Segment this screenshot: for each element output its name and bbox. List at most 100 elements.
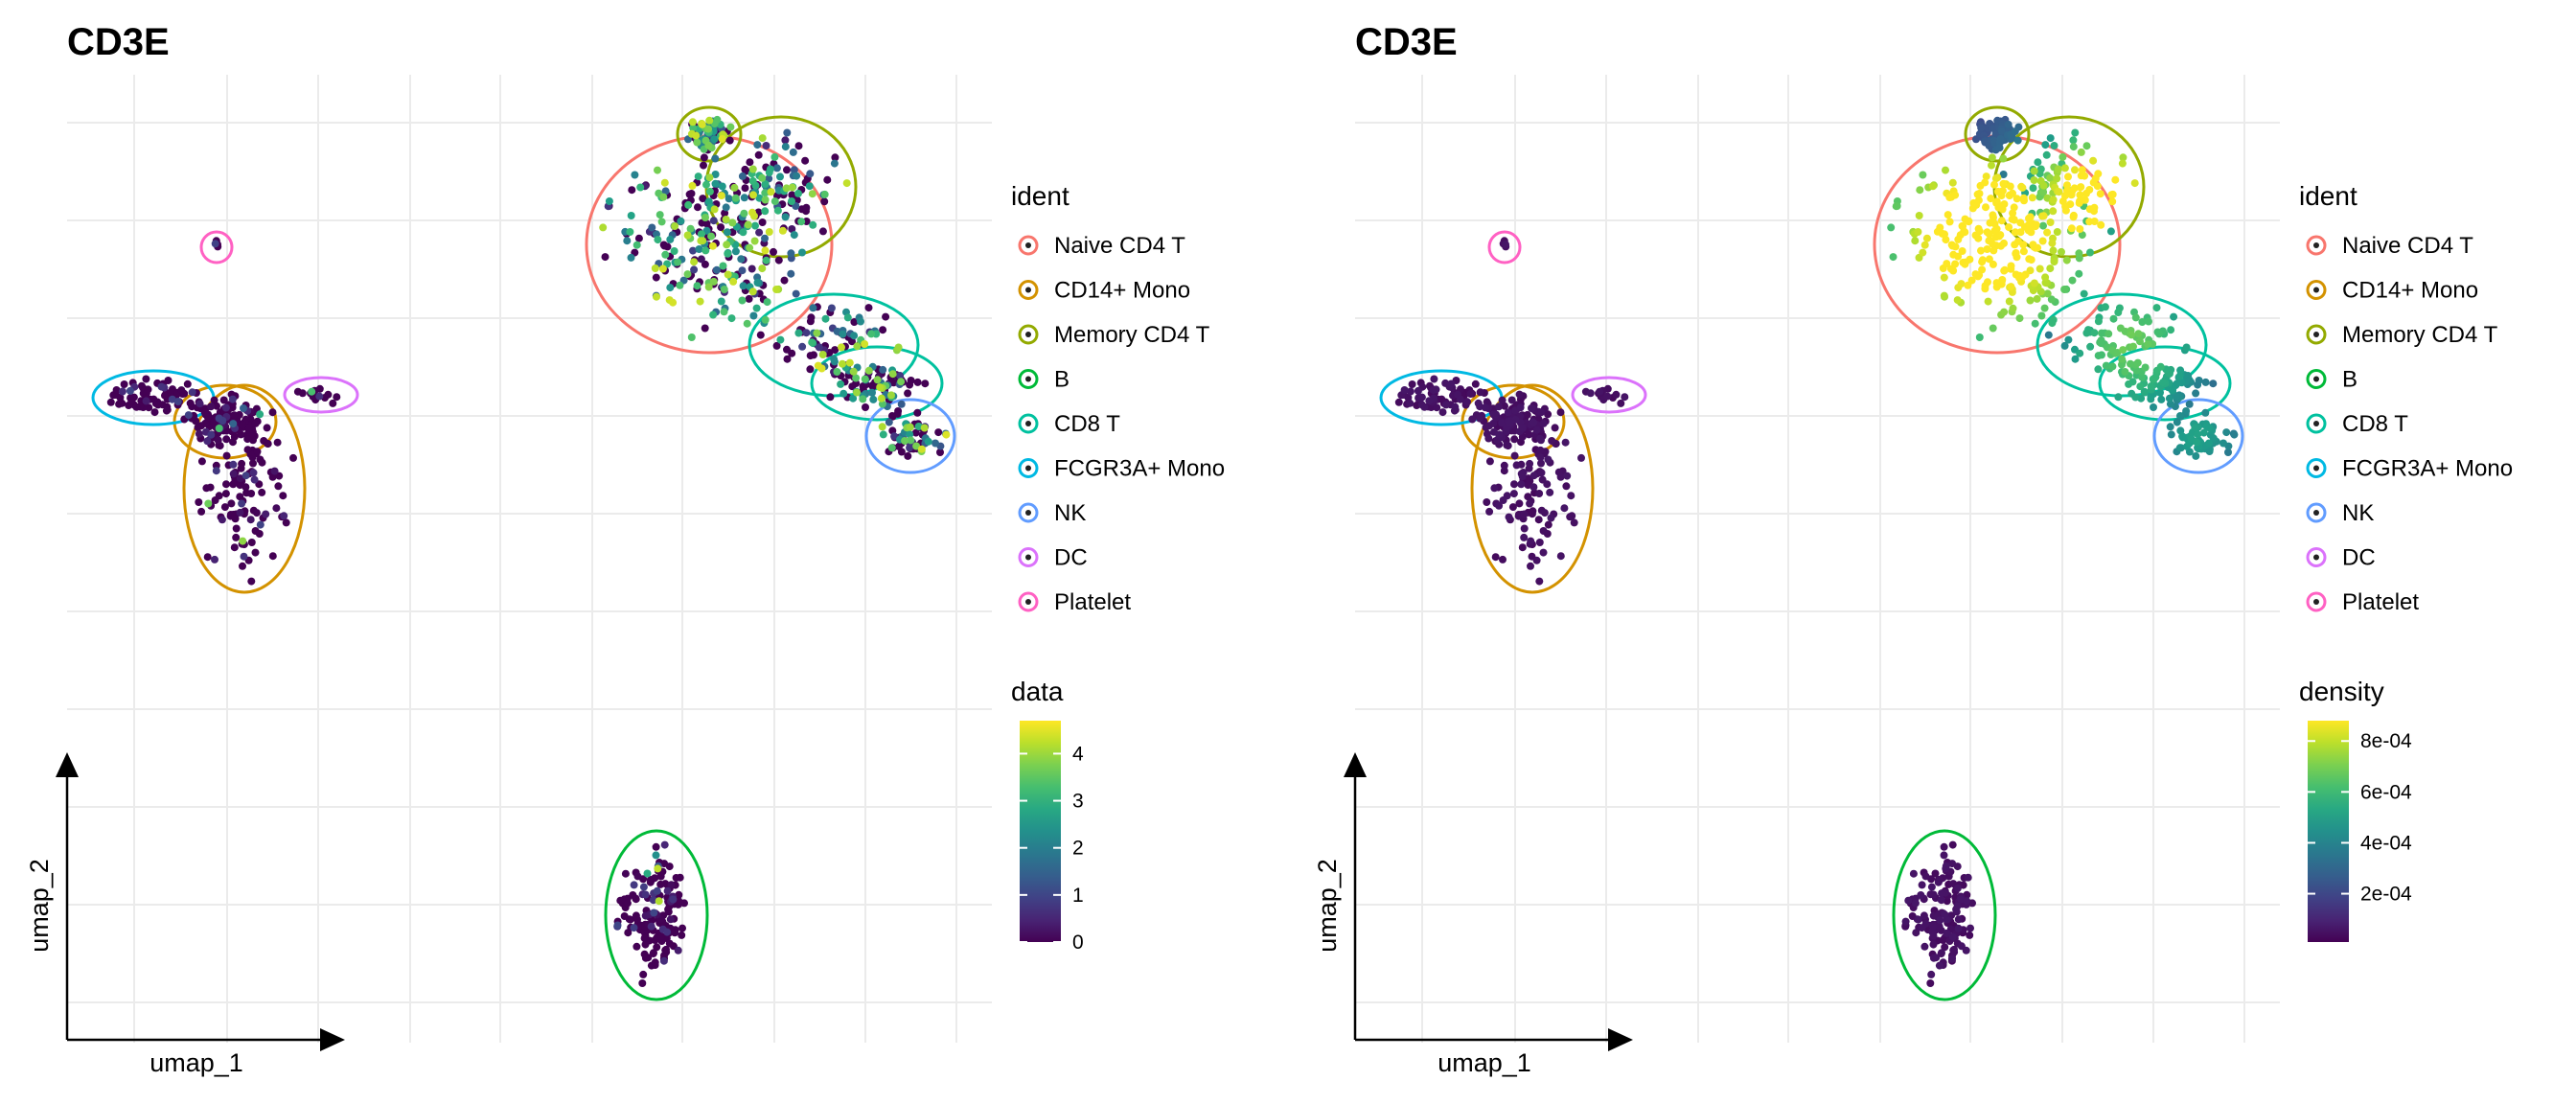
- point: [678, 931, 686, 939]
- point: [1527, 537, 1535, 545]
- point: [2075, 269, 2083, 278]
- point: [731, 247, 740, 256]
- legend-label: Memory CD4 T: [1054, 322, 1210, 348]
- point: [798, 342, 807, 351]
- point: [772, 341, 781, 350]
- point: [907, 436, 915, 445]
- point: [2119, 153, 2128, 162]
- point: [1997, 192, 2006, 200]
- point: [2182, 407, 2191, 415]
- legend-item: NK: [1018, 500, 1086, 526]
- point: [717, 192, 725, 200]
- point: [1940, 291, 1948, 300]
- point: [753, 141, 762, 150]
- point: [878, 400, 886, 408]
- point: [1526, 459, 1534, 468]
- point: [163, 405, 172, 414]
- point: [864, 366, 873, 375]
- point: [2140, 387, 2149, 396]
- point: [639, 883, 648, 891]
- legend-label: CD8 T: [2342, 411, 2408, 437]
- point: [793, 172, 801, 180]
- point: [1556, 408, 1565, 417]
- point: [273, 438, 282, 447]
- point: [250, 475, 259, 484]
- legend-item: FCGR3A+ Mono: [2306, 456, 2513, 482]
- point: [2071, 128, 2080, 137]
- point: [1937, 896, 1945, 905]
- point: [1394, 398, 1403, 406]
- point: [2012, 249, 2020, 257]
- point: [772, 164, 781, 172]
- point: [2064, 172, 2072, 181]
- point: [808, 338, 816, 347]
- point: [214, 436, 222, 445]
- outline-cd14: [182, 383, 307, 594]
- point: [229, 470, 238, 478]
- point: [667, 881, 676, 889]
- point: [315, 384, 324, 393]
- point: [623, 899, 632, 908]
- point: [721, 209, 729, 218]
- point: [2166, 423, 2174, 431]
- point: [674, 946, 682, 954]
- point: [2127, 359, 2134, 368]
- point: [2147, 395, 2155, 403]
- point: [1432, 385, 1440, 394]
- point: [1476, 414, 1484, 423]
- point: [1929, 922, 1937, 931]
- point: [1485, 507, 1494, 516]
- point: [1948, 860, 1957, 868]
- point: [731, 194, 740, 202]
- point: [142, 375, 150, 383]
- point: [850, 318, 859, 326]
- point: [1518, 543, 1527, 552]
- point: [739, 282, 748, 290]
- point: [229, 480, 238, 489]
- point: [2082, 329, 2091, 337]
- point: [2067, 224, 2076, 233]
- outline-cd8: [2098, 345, 2232, 422]
- point: [1911, 237, 1920, 245]
- point: [222, 435, 231, 444]
- point: [2118, 360, 2126, 369]
- point: [2076, 225, 2084, 233]
- point: [227, 499, 236, 508]
- point: [2081, 172, 2089, 180]
- point: [2209, 380, 2218, 388]
- point: [864, 304, 873, 312]
- point: [2048, 319, 2057, 328]
- point: [1530, 483, 1538, 492]
- point: [1941, 943, 1949, 952]
- point: [2147, 382, 2155, 390]
- point: [1990, 246, 1998, 255]
- point: [247, 539, 256, 546]
- point: [1973, 190, 1982, 198]
- point: [814, 361, 822, 370]
- point: [2097, 339, 2105, 348]
- point: [2016, 228, 2025, 237]
- point: [1433, 403, 1441, 412]
- point: [788, 183, 796, 192]
- point: [877, 394, 886, 402]
- point: [1537, 408, 1546, 417]
- point: [1929, 932, 1938, 940]
- point: [1983, 245, 1991, 253]
- point: [270, 467, 279, 475]
- point: [1535, 539, 1544, 546]
- point: [756, 331, 765, 339]
- legend-item: B: [1018, 367, 1070, 393]
- legend-item: Memory CD4 T: [2306, 322, 2498, 348]
- point: [2036, 176, 2045, 185]
- point: [1996, 242, 2005, 250]
- point: [2132, 366, 2141, 375]
- point: [712, 265, 721, 274]
- point: [749, 191, 757, 199]
- point: [279, 492, 288, 500]
- point: [1982, 172, 1990, 181]
- point: [2015, 314, 2024, 323]
- point: [726, 123, 735, 131]
- point: [783, 128, 792, 137]
- point: [244, 424, 253, 432]
- point: [2094, 170, 2103, 178]
